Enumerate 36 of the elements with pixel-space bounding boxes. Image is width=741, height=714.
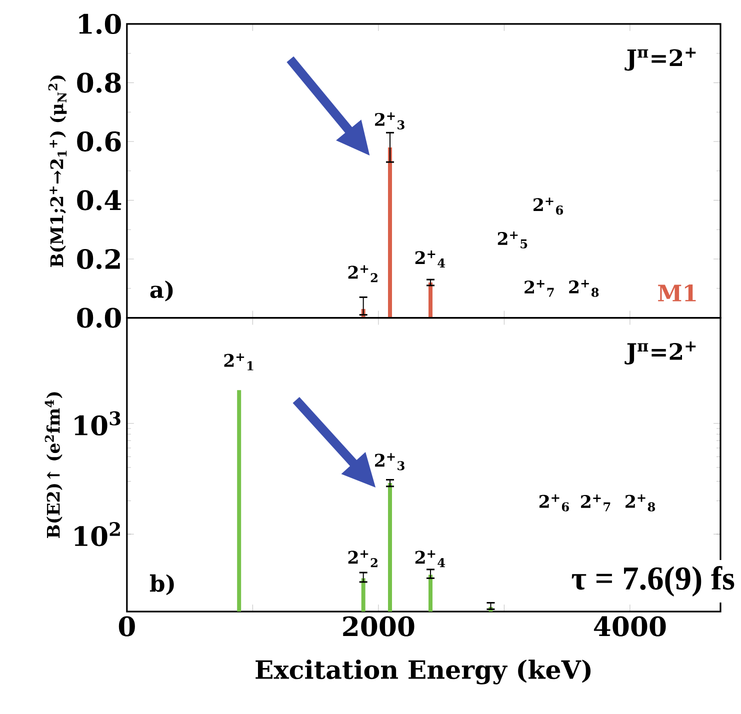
annotation: 2$^{+}$4 [415, 550, 446, 567]
x-axis-title: Excitation Energy (keV) [256, 659, 591, 684]
x-tick-label: 2000 [343, 616, 414, 636]
annotation: 2$^{+}$2 [348, 265, 378, 282]
annotation: 2$^{+}$3 [375, 112, 404, 130]
y-tick-label: 10$^{3}$ [74, 411, 120, 436]
x-tick-label: 4000 [594, 616, 666, 636]
bar [388, 147, 392, 318]
x-tick-label: 0 [118, 616, 135, 636]
y-tick-label: 0.2 [77, 248, 120, 269]
y-tick-label: 0.6 [77, 131, 121, 152]
bar [428, 282, 432, 318]
annotation: J$^{π}$=2$^{+}$ [624, 47, 696, 70]
annotation: 2$^{+}$8 [626, 494, 656, 512]
y-tick-label: 1.0 [79, 14, 121, 34]
annotation: 2$^{+}$7 [580, 494, 610, 511]
y-tick-label: 0.0 [77, 307, 121, 328]
y-tick-label: 10$^{2}$ [74, 522, 120, 546]
y-axis-title: B(E2)↑ (e$^{2}$fm$^{4}$) [44, 392, 62, 538]
annotation: J$^{π}$=2$^{+}$ [624, 341, 696, 364]
annotation: 2$^{+}$4 [415, 250, 446, 268]
annotation: 2$^{+}$3 [375, 452, 404, 470]
annotation: b) [150, 574, 174, 595]
annotation: 2$^{+}$8 [569, 280, 599, 297]
annotation: a) [150, 280, 173, 302]
text: B(M1;2$^{+}$→2$_{1}$$^{+}$) (μ$_{N}$$^{2}$) [48, 75, 67, 267]
annotation: 2$^{+}$1 [224, 353, 254, 370]
y-tick-label: 0.4 [77, 190, 122, 210]
annotation: 2$^{+}$6 [539, 494, 569, 512]
annotation: 2$^{+}$7 [524, 280, 554, 297]
y-tick-label: 0.8 [77, 72, 121, 93]
annotation: 2$^{+}$6 [534, 197, 564, 214]
annotation: M1 [658, 284, 696, 302]
annotation: τ = 7.6(9) fs [572, 566, 734, 596]
annotation: 2$^{+}$5 [498, 231, 528, 248]
annotation: 2$^{+}$2 [348, 550, 378, 567]
